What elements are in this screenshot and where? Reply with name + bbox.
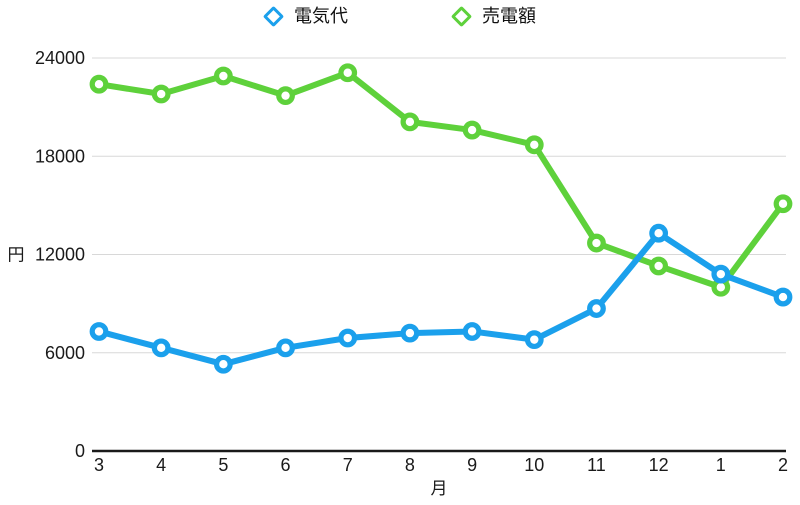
x-axis-tick-label: 12 (649, 455, 669, 475)
data-point-marker (213, 66, 233, 86)
y-axis-tick-label: 24000 (35, 48, 85, 68)
data-point-marker (462, 120, 482, 140)
x-axis-tick-label: 9 (467, 455, 477, 475)
data-point-marker (649, 256, 669, 276)
x-axis-tick-label: 5 (218, 455, 228, 475)
x-axis-tick-label: 2 (778, 455, 788, 475)
data-point-marker (773, 194, 793, 214)
data-point-marker (524, 135, 544, 155)
y-axis-title: 円 (8, 246, 25, 265)
data-point-marker (89, 74, 109, 94)
data-point-marker (338, 328, 358, 348)
data-point-marker (524, 330, 544, 350)
y-axis-tick-label: 18000 (35, 146, 85, 166)
data-point-marker (151, 338, 171, 358)
x-axis-tick-label: 1 (716, 455, 726, 475)
data-point-marker (151, 84, 171, 104)
data-point-marker (587, 299, 606, 318)
series-line-売電額 (96, 69, 786, 291)
x-axis-tick-label: 7 (343, 455, 353, 475)
data-point-marker (276, 86, 295, 106)
x-axis-tick-label: 8 (405, 455, 415, 475)
data-point-marker (276, 338, 295, 358)
x-axis-tick-label: 11 (587, 455, 606, 475)
data-point-marker (587, 233, 606, 253)
x-axis-tick-label: 4 (156, 455, 166, 475)
data-point-marker (338, 63, 358, 83)
data-point-marker (89, 322, 109, 341)
data-point-marker (649, 223, 669, 243)
y-axis-tick-label: 6000 (45, 343, 85, 363)
data-point-marker (462, 322, 482, 341)
data-point-marker (400, 323, 420, 343)
y-axis-tick-label: 12000 (35, 245, 85, 265)
data-point-marker (400, 112, 420, 132)
data-point-marker (213, 354, 233, 374)
x-axis-tick-label: 3 (94, 455, 104, 475)
x-axis-tick-label: 6 (281, 455, 291, 475)
x-axis-tick-label: 10 (524, 455, 544, 475)
data-point-marker (711, 264, 731, 284)
data-point-marker (773, 287, 793, 307)
series-line-電気代 (96, 230, 786, 368)
y-axis-tick-label: 0 (75, 441, 85, 461)
x-axis-title: 月 (431, 479, 448, 498)
